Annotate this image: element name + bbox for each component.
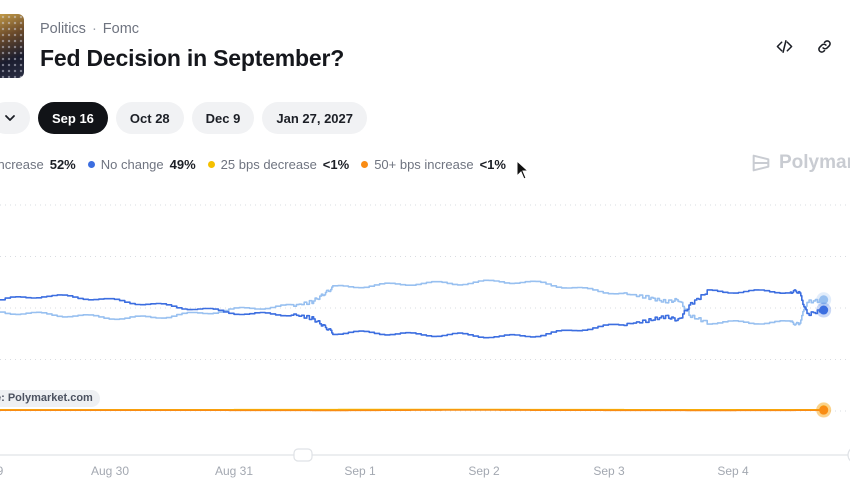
breadcrumb: Politics · Fomc [40, 21, 139, 37]
legend-label: No change [100, 157, 164, 172]
legend-label: 50+ bps increase [374, 157, 474, 172]
tab-oct-28[interactable]: Oct 28 [115, 102, 184, 134]
series-end-point [819, 405, 829, 415]
chevron-down-icon [5, 115, 15, 121]
legend-item-25bps-decrease: 25 bps decrease <1% [207, 157, 350, 172]
x-tick-label: 9 [0, 464, 4, 478]
more-dates-dropdown[interactable] [0, 102, 30, 134]
breadcrumb-subcategory[interactable]: Fomc [102, 21, 140, 37]
breadcrumb-separator: · [91, 21, 97, 37]
legend-dot [207, 161, 215, 168]
range-scrubber-handle[interactable] [293, 448, 313, 462]
legend-value: <1% [322, 157, 350, 172]
series-end-point [819, 295, 829, 305]
x-tick-label: Sep 3 [593, 464, 625, 478]
series-line-no-change [0, 289, 825, 339]
link-icon [817, 39, 831, 53]
legend-item-25bps-increase: bps increase 52% [0, 157, 76, 172]
legend-value: 52% [49, 157, 76, 172]
copy-link-button[interactable] [812, 34, 836, 58]
x-tick-label: Sep 2 [468, 464, 500, 478]
chart-legend: bps increase 52% No change 49% 25 bps de… [0, 157, 506, 172]
legend-dot [361, 161, 369, 168]
code-embed-icon [776, 39, 792, 53]
tab-dec-9[interactable]: Dec 9 [191, 102, 255, 134]
x-tick-label: Sep 4 [717, 464, 749, 478]
legend-item-50bps-increase: 50+ bps increase <1% [361, 157, 506, 172]
date-tabs: Sep 16 Oct 28 Dec 9 Jan 27, 2027 [0, 102, 367, 134]
series-end-point [819, 305, 829, 315]
embed-button[interactable] [772, 34, 796, 58]
x-tick-label: Aug 31 [215, 464, 253, 478]
breadcrumb-category[interactable]: Politics [40, 21, 86, 37]
probability-chart[interactable]: 9 Aug 30 Aug 31 Sep 1 Sep 2 Sep 3 Sep 4 [0, 180, 850, 484]
legend-item-no-change: No change 49% [87, 157, 196, 172]
series-line-25-bps-increase [0, 279, 825, 326]
legend-label: 25 bps decrease [220, 157, 317, 172]
legend-value: 49% [169, 157, 196, 172]
x-tick-label: Sep 1 [344, 464, 376, 478]
polymarket-watermark: Polymarket [750, 152, 850, 174]
brand-name: Polymarket [779, 152, 850, 173]
x-tick-label: Aug 30 [91, 464, 129, 478]
polymarket-logo-icon [752, 154, 770, 172]
legend-dot [87, 161, 95, 168]
legend-value: <1% [479, 157, 506, 172]
mouse-cursor-icon [516, 160, 530, 180]
legend-label: bps increase [0, 157, 44, 172]
page-title: Fed Decision in September? [40, 45, 345, 71]
event-thumbnail [0, 14, 24, 78]
tab-jan-27-2027[interactable]: Jan 27, 2027 [262, 102, 367, 134]
source-tag: e: Polymarket.com [0, 390, 100, 407]
tab-sep-16[interactable]: Sep 16 [38, 102, 108, 134]
